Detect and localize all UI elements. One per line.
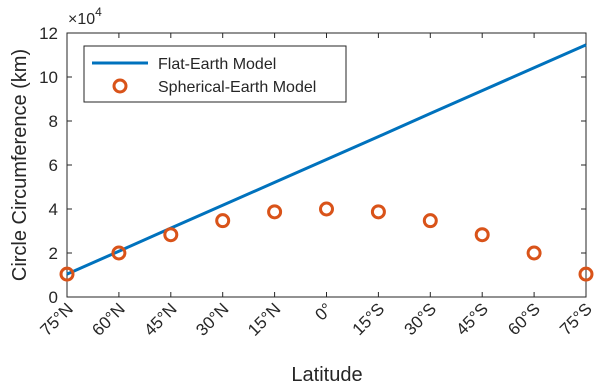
- x-tick-label: 45°N: [140, 299, 180, 339]
- x-tick-label: 45°S: [452, 299, 492, 339]
- series: [59, 43, 594, 282]
- data-point-spherical-earth: [215, 213, 231, 229]
- y-tick-label: 4: [49, 200, 58, 219]
- y-axis-label: Circle Circumference (km): [9, 49, 31, 281]
- y-tick-label: 2: [49, 244, 58, 263]
- data-point-spherical-earth: [111, 245, 127, 261]
- y-tick-label: 12: [39, 24, 58, 43]
- x-tick-label: 60°S: [504, 299, 544, 339]
- data-point-spherical-earth: [370, 204, 386, 220]
- x-tick-label: 30°S: [400, 299, 440, 339]
- y-tick-label: 0: [49, 288, 58, 307]
- x-tick-label: 15°N: [244, 299, 284, 339]
- series-line-flat-earth: [66, 43, 587, 276]
- y-tick-label: 6: [49, 156, 58, 175]
- x-tick-label: 30°N: [192, 299, 232, 339]
- y-tick-label: 10: [39, 68, 58, 87]
- data-point-spherical-earth: [526, 245, 542, 261]
- x-tick-label: 75°S: [556, 299, 596, 339]
- legend-label-spherical: Spherical-Earth Model: [158, 79, 316, 96]
- data-point-spherical-earth: [319, 201, 334, 217]
- data-point-spherical-earth: [59, 266, 75, 282]
- y-axis-ticks: 0 2 4 6 8 10 12: [39, 24, 586, 307]
- y-tick-label: 8: [49, 112, 58, 131]
- x-tick-label: 15°S: [349, 299, 389, 339]
- legend: Flat-Earth Model Spherical-Earth Model: [83, 45, 347, 103]
- legend-box: [83, 45, 347, 103]
- data-point-spherical-earth: [267, 204, 283, 220]
- x-tick-label: 60°N: [88, 299, 128, 339]
- data-point-spherical-earth: [578, 266, 594, 282]
- x-tick-label: 75°N: [37, 299, 77, 339]
- legend-label-flat: Flat-Earth Model: [158, 56, 276, 73]
- data-point-spherical-earth: [474, 227, 490, 243]
- data-point-spherical-earth: [163, 227, 179, 243]
- x-tick-label: 0°: [311, 299, 336, 324]
- data-point-spherical-earth: [422, 213, 438, 229]
- y-exponent-label: ×104: [68, 5, 102, 28]
- legend-marker-spherical: [112, 78, 128, 94]
- x-axis-label: Latitude: [291, 364, 362, 386]
